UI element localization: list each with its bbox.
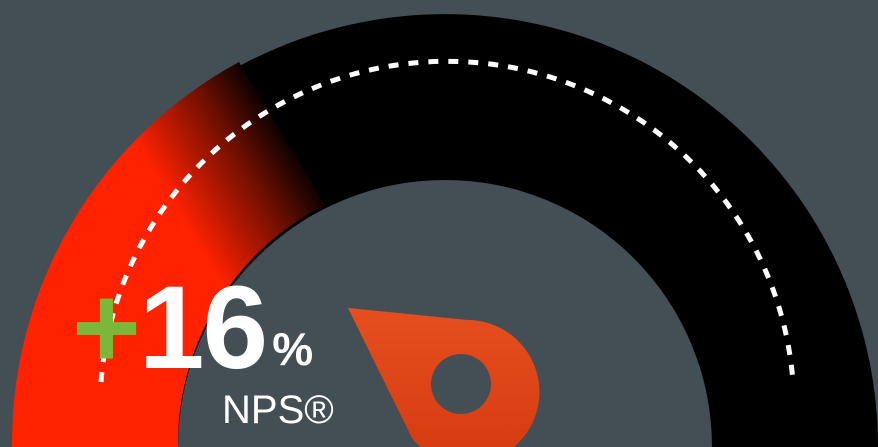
metric-value: 16	[138, 262, 268, 394]
map-pin-icon	[348, 308, 540, 447]
nps-metric: + 16 %	[72, 268, 313, 388]
metric-sign: +	[72, 262, 141, 394]
gauge-dashes	[98, 58, 796, 383]
metric-unit: %	[272, 323, 314, 375]
gauge-fill	[11, 62, 326, 447]
metric-label: NPS®	[222, 388, 334, 432]
